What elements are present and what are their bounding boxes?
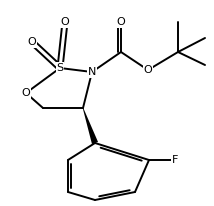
Text: N: N [88, 67, 96, 77]
Text: O: O [144, 65, 152, 75]
Text: O: O [28, 37, 36, 47]
Text: S: S [56, 63, 64, 73]
Text: O: O [22, 88, 30, 98]
Text: F: F [172, 155, 178, 165]
Polygon shape [83, 108, 98, 144]
Text: O: O [61, 17, 69, 27]
Text: O: O [117, 17, 125, 27]
